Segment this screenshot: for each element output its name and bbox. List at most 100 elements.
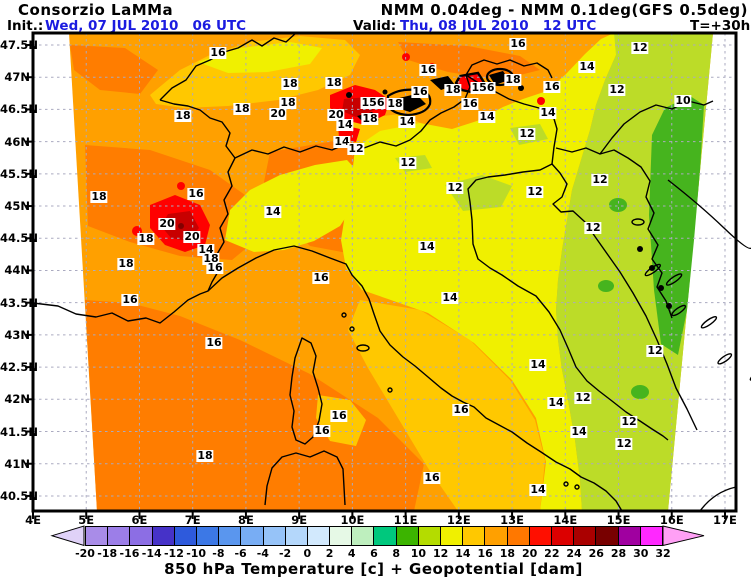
temperature-label: 16 [312,271,330,284]
temperature-label: 18 [444,83,462,96]
colorbar-tick-label: 32 [655,547,671,560]
lon-tick-label: 11E [393,513,418,527]
colorbar-cell [240,526,264,546]
colorbar-right-arrow [662,525,705,547]
temperature-label: 12 [518,127,536,140]
colorbar-cell [550,526,575,546]
temperature-label: 14 [539,106,557,119]
temperature-label: 14 [418,240,436,253]
colorbar-cell [417,526,441,546]
temperature-label: 18 [504,73,522,86]
temperature-label: 14 [336,118,354,131]
temperature-label: 12 [631,41,649,54]
colorbar-tick-label: 22 [544,547,560,560]
colorbar-tick-label: 8 [392,547,401,560]
map-frame [31,31,738,513]
colorbar-cell [351,526,375,546]
init-label: Init.: [7,18,44,34]
lat-tick-label: 42N [4,392,30,407]
temperature-label: 12 [446,181,464,194]
lat-tick-label: 45N [4,199,30,214]
init-value: Wed, 07 JUL 2010 06 UTC [45,18,247,34]
temperature-label: 14 [578,60,596,73]
lon-tick-label: 10E [340,513,365,527]
colorbar-tick-label: -8 [212,547,225,560]
temperature-label: 18 [174,109,192,122]
temperature-label: 14 [333,135,351,148]
temperature-label: 16 [205,336,223,349]
temperature-fill-layer [69,33,713,511]
colorbar-tick-label: 20 [521,547,538,560]
lon-tick-label: 4E [25,513,41,527]
lon-tick-label: 9E [291,513,308,527]
colorbar-tick-label: -12 [163,547,184,560]
colorbar-cell [462,526,486,546]
temperature-label: 18 [196,449,214,462]
lead-time: T=+30h [690,18,751,34]
lon-tick-label: 16E [659,513,684,527]
temperature-label: 18 [117,257,135,270]
colorbar-tick-label: 2 [325,547,334,560]
colorbar-cell [573,526,597,546]
colorbar-cells [85,526,663,546]
temperature-label: 20 [158,217,176,230]
temperature-label: 12 [399,156,417,169]
colorbar-cell [484,526,508,546]
colorbar-tick-label: 14 [455,547,471,560]
colorbar-tick-label: -14 [141,547,162,560]
colorbar-tick-label: -4 [256,547,269,560]
temperature-label: 16 [419,63,437,76]
temperature-label: 12 [574,391,592,404]
temperature-label: 16 [423,471,441,484]
colorbar-cell [173,526,197,546]
colorbar-cell [440,526,464,546]
geopotential-label: 156 [360,96,386,109]
temperature-label: 12 [646,344,664,357]
colorbar-cell [639,526,663,546]
colorbar-tick-label: 10 [410,547,427,560]
colorbar-tick-label: -10 [186,547,207,560]
lon-tick-label: 12E [446,513,471,527]
temperature-label: 16 [330,409,348,422]
colorbar-tick-label: -16 [119,547,140,560]
temperature-label: 20 [327,108,345,121]
colorbar-tick-label: 26 [588,547,604,560]
lon-tick-label: 5E [78,513,95,527]
temperature-label: 14 [529,483,547,496]
colorbar-cell [218,526,242,546]
lat-tick-label: 47N [4,70,30,85]
colorbar-cell [617,526,641,546]
temperature-label: 18 [386,97,404,110]
colorbar-cell [151,526,175,546]
lon-tick-label: 8E [237,513,254,527]
lat-tick-label: 42.5N [0,360,38,375]
temperature-label: 14 [398,115,416,128]
lat-tick-label: 47.5N [0,38,38,52]
lon-tick-label: 13E [500,513,524,527]
temperature-label: 12 [526,185,544,198]
colorbar-tick-label: -6 [234,547,247,560]
temperature-label: 14 [441,291,459,304]
colorbar-cell [506,526,530,546]
temperature-label: 14 [570,425,588,438]
colorbar-tick-label: 4 [347,547,356,560]
colorbar-tick-label: -18 [97,547,118,560]
colorbar-tick-label: -20 [75,547,95,560]
colorbar-cell [528,526,552,546]
colorbar-left-arrow [50,525,85,547]
temperature-label: 16 [452,403,470,416]
coastline-layer [32,32,751,512]
model-title: NMM 0.04deg - NMM 0.1deg(GFS 0.5deg) [380,1,748,19]
lon-tick-label: 6E [131,513,148,527]
valid-value: Thu, 08 JUL 2010 12 UTC [400,18,597,34]
temperature-label: 12 [608,83,626,96]
temperature-label: 16 [461,97,479,110]
lat-tick-label: 46.5N [0,102,38,117]
colorbar-caption: 850 hPa Temperature [c] + Geopotential [… [164,560,583,578]
lat-tick-label: 40.5N [0,488,38,503]
temperature-label: 18 [281,77,299,90]
colorbar-tick-label: 18 [499,547,516,560]
temperature-label: 16 [509,37,527,50]
temperature-label: 16 [206,261,224,274]
